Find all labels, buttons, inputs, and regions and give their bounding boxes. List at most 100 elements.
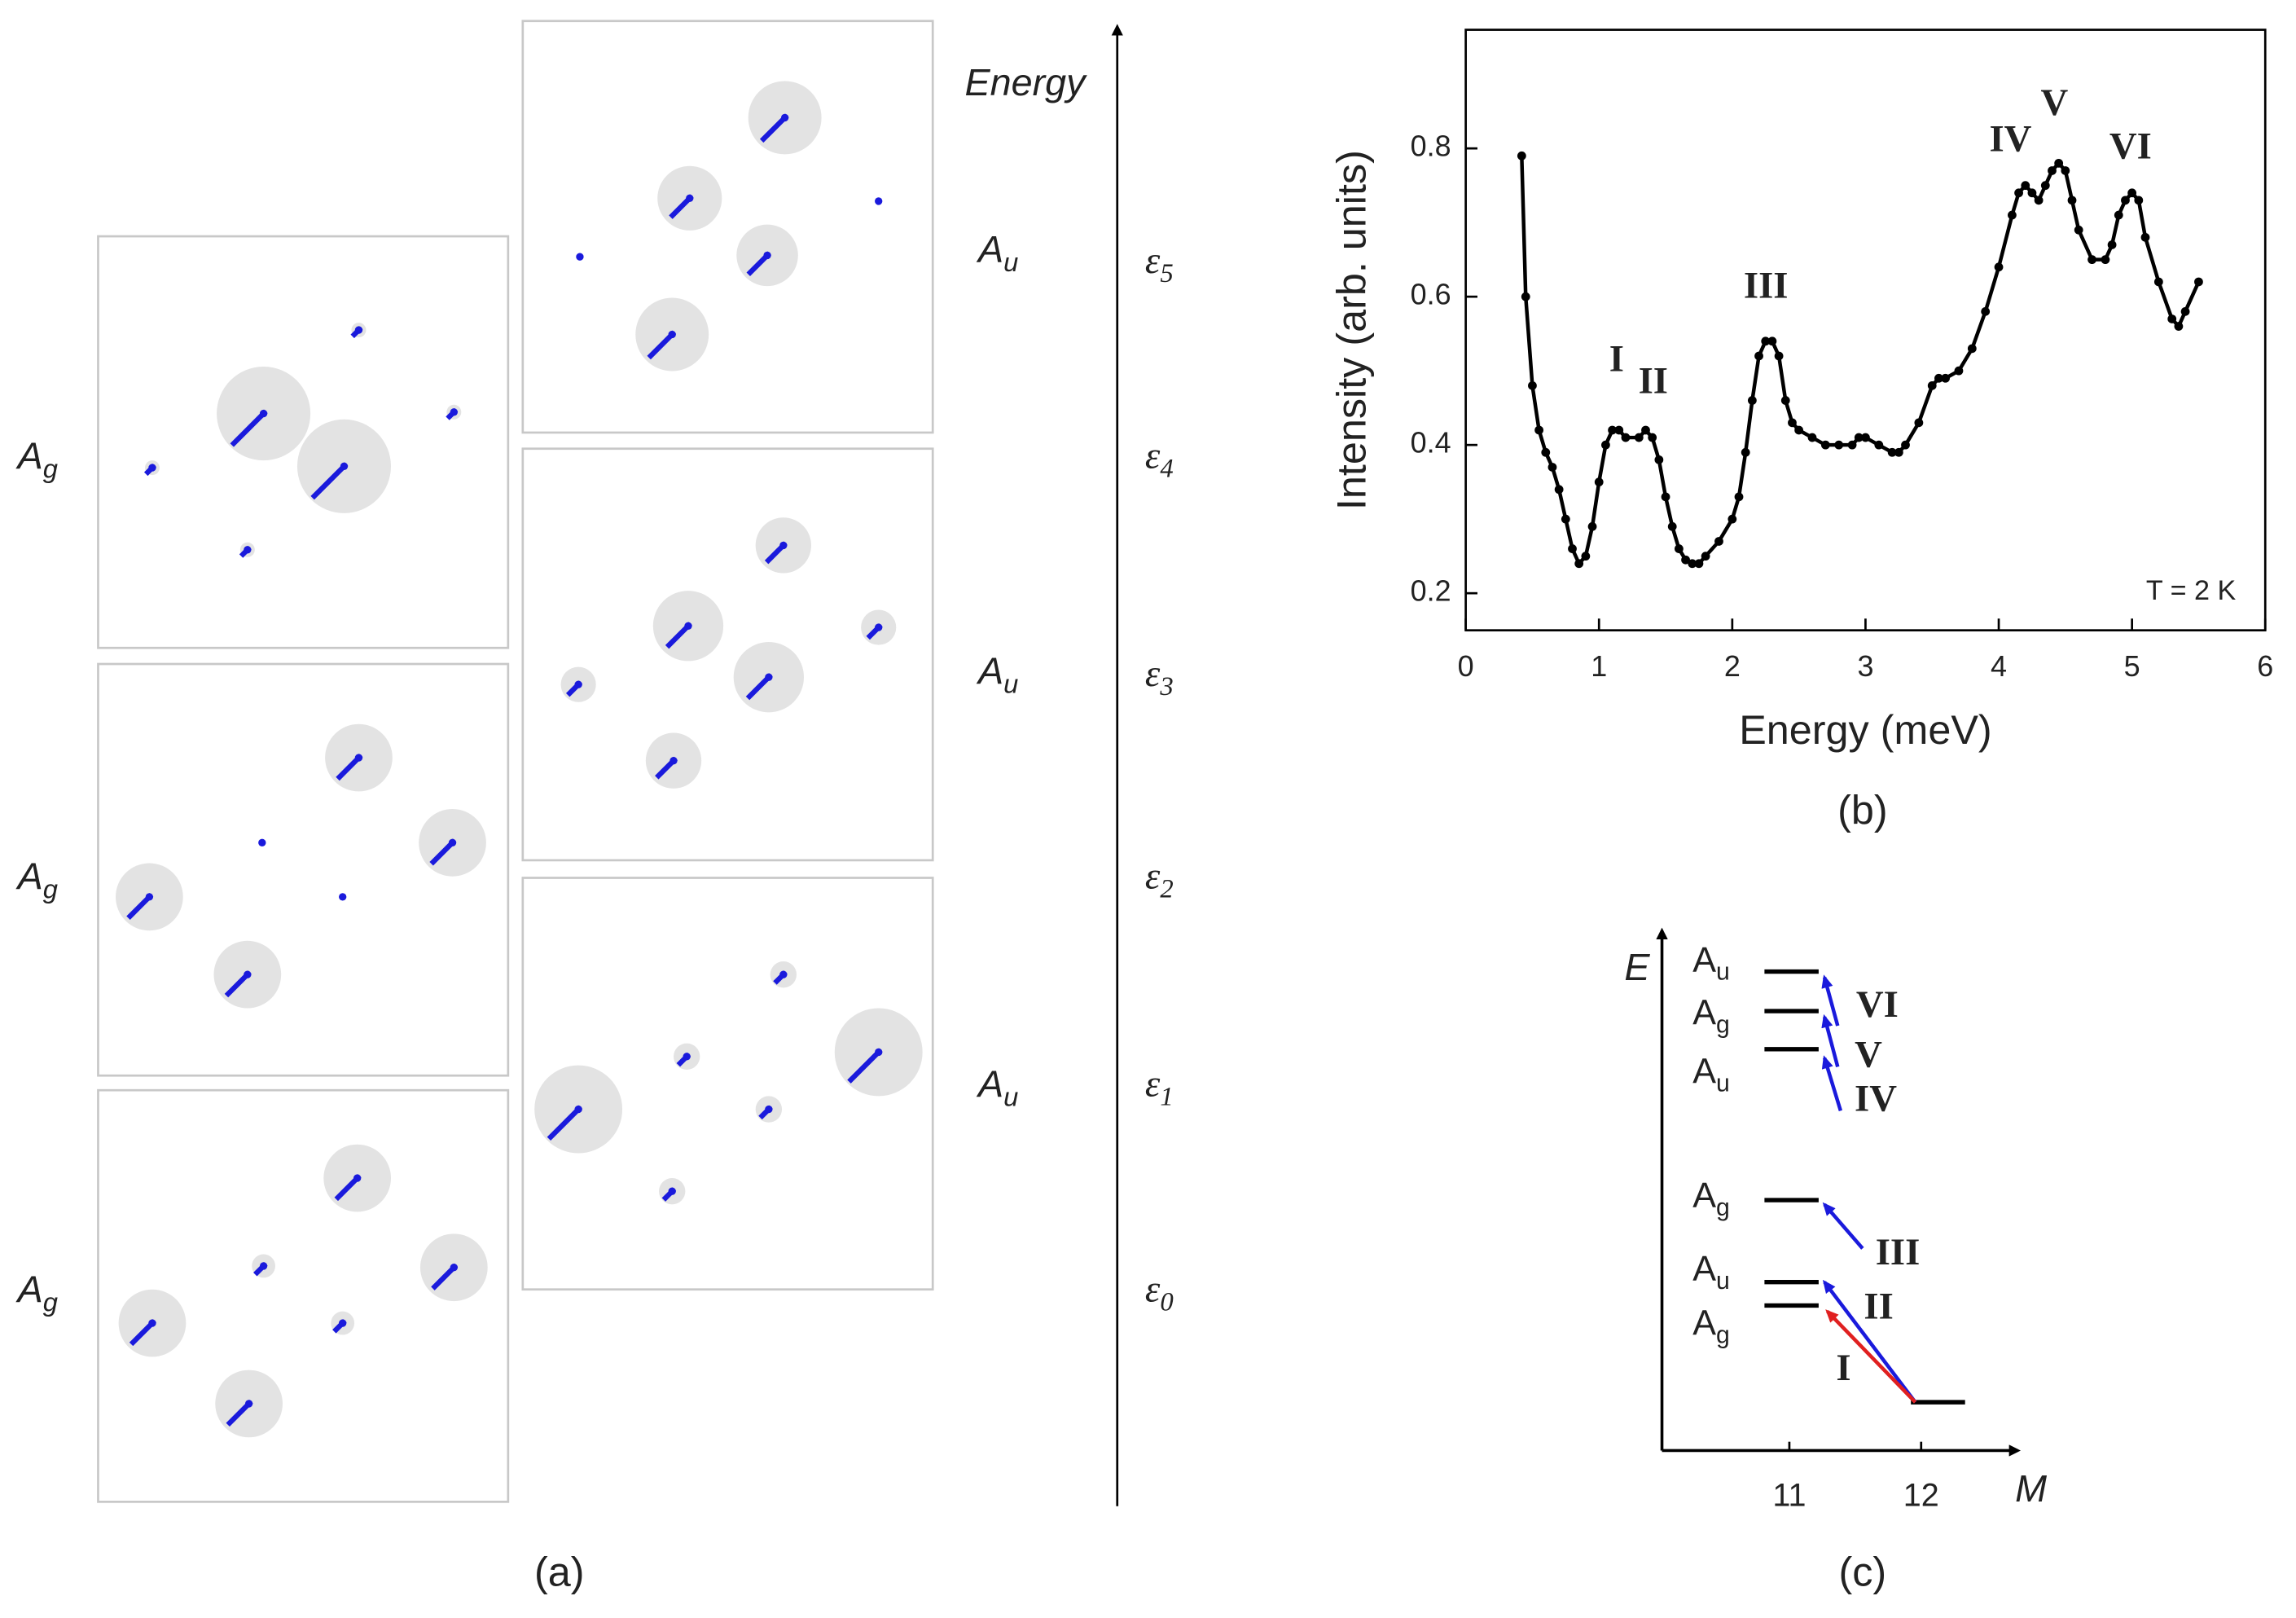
y-tick-label: 0.4 xyxy=(1411,426,1451,459)
symbol: A xyxy=(1692,1304,1716,1343)
peak-label: IV xyxy=(1989,118,2031,160)
data-point xyxy=(1675,544,1684,553)
subscript: 0 xyxy=(1160,1287,1173,1317)
spin-tip xyxy=(780,113,789,122)
data-point xyxy=(1854,433,1864,442)
subscript: g xyxy=(1716,1322,1730,1349)
spin-tip xyxy=(875,197,883,205)
spin-tip xyxy=(340,462,349,470)
spin-tip xyxy=(259,409,268,418)
level-label: Au xyxy=(1692,941,1730,986)
data-point xyxy=(2054,158,2064,168)
data-point xyxy=(1941,373,1950,383)
data-point xyxy=(1534,425,1544,435)
level-label: ε2 xyxy=(1145,855,1174,904)
x-tick-label: 0 xyxy=(1458,649,1474,683)
x-tick-label: 5 xyxy=(2124,649,2140,683)
data-point xyxy=(1761,336,1771,346)
y-axis-label: Intensity (arb. units) xyxy=(1328,150,1374,510)
e-axis-label: E xyxy=(1624,946,1650,988)
x-tick-label: 6 xyxy=(2257,649,2273,683)
data-point xyxy=(1767,336,1777,346)
mode-box xyxy=(521,20,934,434)
peak-label: V xyxy=(2040,81,2068,124)
data-point xyxy=(1714,537,1723,546)
data-point xyxy=(1581,552,1591,561)
x-tick-label: 2 xyxy=(1724,649,1741,683)
data-point xyxy=(1661,492,1670,502)
y-tick-label: 0.2 xyxy=(1411,574,1451,608)
data-point xyxy=(1608,425,1617,435)
m-tick-label: 12 xyxy=(1903,1477,1939,1513)
mode-box xyxy=(521,447,934,862)
spin-tip xyxy=(450,408,459,416)
spin-tip xyxy=(258,838,266,847)
spin-tip xyxy=(684,622,692,630)
data-point xyxy=(1887,447,1897,457)
data-point xyxy=(1601,440,1610,450)
transition-label: IV xyxy=(1855,1077,1897,1119)
data-point xyxy=(1541,447,1551,457)
data-point xyxy=(1981,306,1991,316)
level-label: Ag xyxy=(1692,1177,1730,1222)
data-point xyxy=(1874,440,1884,450)
data-point xyxy=(1688,559,1697,569)
spin-tip xyxy=(354,754,363,762)
plot-frame xyxy=(1464,29,2267,632)
panel-label: (c) xyxy=(1838,1549,1886,1595)
spin-tip xyxy=(779,541,788,550)
data-point xyxy=(1967,344,1977,354)
x-tick-label: 1 xyxy=(1591,649,1607,683)
symbol: ε xyxy=(1145,240,1161,282)
transition-label: V xyxy=(1855,1033,1882,1075)
symbol: A xyxy=(976,228,1003,270)
spin-tip xyxy=(450,1264,459,1272)
spin-tip xyxy=(779,970,788,978)
spin-tip xyxy=(148,1319,156,1327)
data-point xyxy=(2107,240,2117,249)
state-label: Ag xyxy=(15,435,58,483)
data-point xyxy=(2048,166,2057,175)
data-point xyxy=(1694,559,1704,569)
spin-tip xyxy=(244,970,252,978)
data-point xyxy=(1574,559,1584,569)
data-point xyxy=(1794,425,1804,435)
mode-box xyxy=(97,235,510,649)
subscript: u xyxy=(1003,668,1018,698)
transition-arrow xyxy=(1825,1309,1917,1404)
data-point xyxy=(1927,380,1937,390)
transition-arrow xyxy=(1822,1202,1864,1250)
spin-tip xyxy=(765,673,773,681)
symbol: ε xyxy=(1145,1268,1161,1310)
data-point xyxy=(1667,521,1677,531)
symbol: A xyxy=(1692,1053,1716,1092)
symbol: A xyxy=(976,1063,1003,1106)
transition-label: VI xyxy=(1856,983,1899,1026)
data-point xyxy=(1528,380,1537,390)
data-point xyxy=(1834,440,1844,450)
data-point xyxy=(2121,196,2130,205)
x-tick-label: 3 xyxy=(1857,649,1873,683)
data-point xyxy=(2194,277,2203,287)
spin-tip xyxy=(574,680,582,688)
spin-tip xyxy=(145,893,154,901)
symbol: ε xyxy=(1145,653,1161,695)
data-point xyxy=(1621,433,1631,442)
spin-tip xyxy=(574,1105,582,1114)
spin-tip xyxy=(668,330,676,339)
spin-tip xyxy=(148,464,156,472)
symbol: A xyxy=(15,855,43,898)
data-point xyxy=(2134,196,2144,205)
subscript: g xyxy=(43,453,58,483)
state-label: Au xyxy=(976,650,1018,698)
y-tick-label: 0.6 xyxy=(1411,278,1451,311)
spin-tip xyxy=(669,756,678,765)
transition-label: II xyxy=(1864,1286,1893,1328)
spin-tip xyxy=(875,1048,883,1057)
x-tick-label: 4 xyxy=(1991,649,2007,683)
temperature-note: T = 2 K xyxy=(2146,575,2237,606)
spin-tip xyxy=(875,623,883,631)
data-point xyxy=(1954,366,1964,376)
data-point xyxy=(1901,440,1910,450)
spin-tip xyxy=(448,838,457,847)
